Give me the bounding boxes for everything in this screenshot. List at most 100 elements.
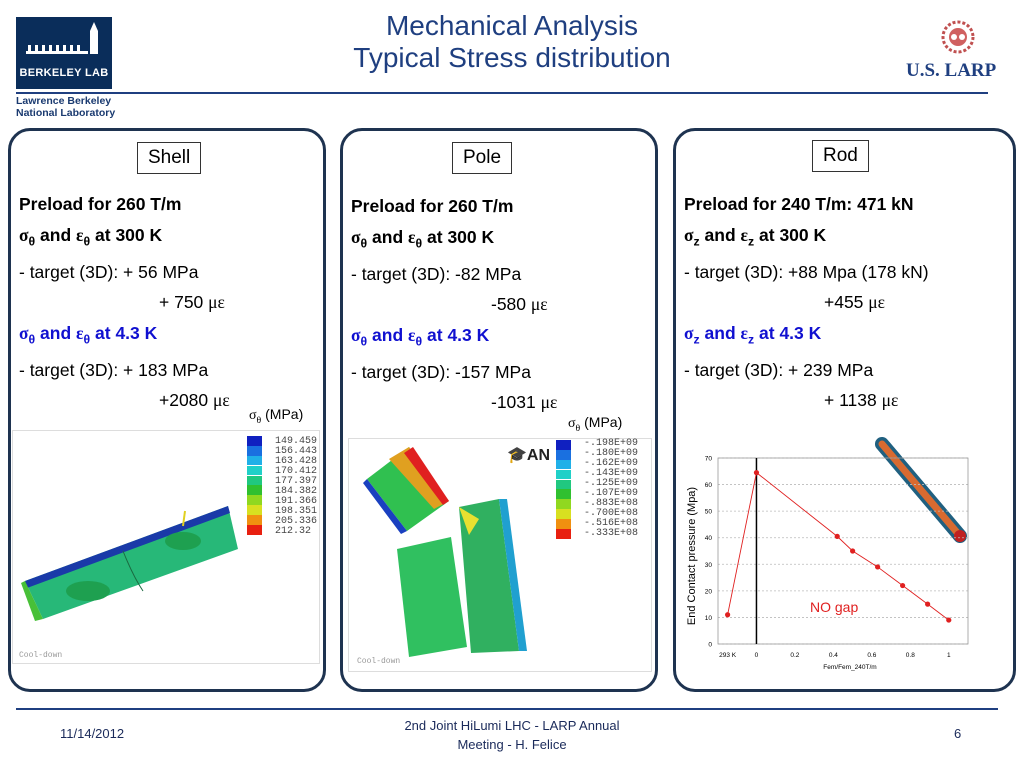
legend-value: 170.412 xyxy=(275,466,318,477)
berkeley-building-icon xyxy=(26,22,98,54)
rod-target-4k: - target (3D): + 239 MPa xyxy=(684,359,874,380)
legend-swatch xyxy=(247,515,262,525)
legend-value: -.162E+09 xyxy=(584,458,639,469)
pole-target-4k: - target (3D): -157 MPa xyxy=(351,361,531,382)
pole-strain-300: -580 με xyxy=(491,294,548,314)
shell-text: Preload for 260 T/m σθ and εθ at 300 K -… xyxy=(19,189,230,416)
chart-point xyxy=(725,612,731,618)
title-line2: Typical Stress distribution xyxy=(353,42,671,73)
rod-preload: Preload for 240 T/m: 471 kN xyxy=(684,194,914,214)
legend-swatch xyxy=(247,524,262,535)
shell-fem-label: Cool-down xyxy=(19,651,63,660)
header-rule xyxy=(16,92,988,94)
legend-value: 177.397 xyxy=(275,476,318,487)
shell-strain-4k: +2080 με xyxy=(159,390,230,410)
chart-point xyxy=(925,601,931,607)
legend-value: 163.428 xyxy=(275,456,318,467)
pole-legend xyxy=(556,440,571,539)
rod-fem-image xyxy=(875,437,967,543)
legend-value: 191.366 xyxy=(275,496,318,507)
rod-strain-4k: + 1138 με xyxy=(824,390,899,410)
pole-legend-title: σθ (MPa) xyxy=(568,414,623,434)
legend-swatch xyxy=(556,449,571,460)
chart-ytick-label: 50 xyxy=(705,509,713,516)
footer-meeting: 2nd Joint HiLumi LHC - LARP Annual Meeti… xyxy=(380,716,644,754)
footer-meeting-line2: Meeting - H. Felice xyxy=(457,737,567,752)
chart-point xyxy=(900,582,906,589)
legend-value: -.516E+08 xyxy=(584,518,639,529)
chart-series-line xyxy=(727,471,950,621)
legend-swatch xyxy=(556,469,571,480)
chart-point xyxy=(834,533,840,539)
footer-rule xyxy=(16,708,998,710)
chart-annotation: NO gap xyxy=(810,599,858,615)
shell-300k-heading: σθ and εθ at 300 K xyxy=(19,224,163,249)
ansys-logo-text: AN xyxy=(526,447,551,464)
chart-ylabel: End Contact pressure (Mpa) xyxy=(686,487,698,625)
chart-axes: 0 10 20 30 40 50 60 70 293 K 0 0.2 0.4 0.6 0.8 1 xyxy=(705,456,969,659)
chart-point xyxy=(850,548,856,554)
lab-name: Lawrence Berkeley National Laboratory xyxy=(16,95,156,119)
chart-xtick-label: 1 xyxy=(947,652,951,659)
rod-tag: Rod xyxy=(812,140,869,172)
shell-target-4k: - target (3D): + 183 MPa xyxy=(19,359,209,380)
legend-swatch xyxy=(556,479,571,490)
legend-value: -.333E+08 xyxy=(584,528,639,539)
chart-grid xyxy=(718,457,968,645)
rod-contact-pressure-chart: 0 10 20 30 40 50 60 70 293 K 0 0.2 0.4 0.6 0.8 1 End C… xyxy=(686,456,969,671)
shell-4k-heading: σθ and εθ at 4.3 K xyxy=(19,322,158,347)
shell-legend-swatches xyxy=(247,436,262,535)
legend-swatch xyxy=(556,519,571,529)
berkeley-lab-logo: BERKELEY LAB xyxy=(16,17,112,89)
chart-xtick-label: 0.4 xyxy=(829,652,838,659)
chart-ytick-label: 60 xyxy=(705,482,713,489)
rod-panel xyxy=(673,128,1016,692)
shell-fem-plot xyxy=(21,506,238,621)
chart-point xyxy=(946,617,952,623)
legend-swatch xyxy=(247,445,262,456)
legend-swatch xyxy=(556,440,571,450)
legend-swatch xyxy=(247,465,262,476)
chart-xtick-label: 0.8 xyxy=(906,652,915,659)
pole-legend-values: -.198E+09 -.180E+09 -.162E+09 -.143E+09 -.12… xyxy=(584,439,638,539)
legend-value: 156.443 xyxy=(275,446,318,457)
legend-value: 212.32 xyxy=(275,526,312,537)
pole-legend-swatches xyxy=(556,440,571,539)
chart-point xyxy=(875,564,881,570)
graduation-cap-icon: 🎓 xyxy=(507,447,527,464)
shell-target-300: - target (3D): + 56 MPa xyxy=(19,261,199,282)
chart-point xyxy=(753,470,760,476)
rod-300k-heading: σz and εz at 300 K xyxy=(684,224,827,249)
shell-legend xyxy=(247,436,262,535)
chart-ytick-label: 40 xyxy=(705,535,713,542)
rod-target-300: - target (3D): +88 Mpa (178 kN) xyxy=(684,261,929,282)
legend-value: -.107E+09 xyxy=(584,488,639,499)
rod-text: Preload for 240 T/m: 471 kN σz and εz at… xyxy=(684,189,929,416)
chart-ytick-label: 0 xyxy=(708,642,712,649)
legend-value: -.700E+08 xyxy=(584,508,639,519)
shell-fem-image: Cool-down xyxy=(12,430,320,664)
pole-text: Preload for 260 T/m σθ and εθ at 300 K -… xyxy=(351,191,557,418)
pole-fem-plot xyxy=(363,447,527,657)
legend-swatch xyxy=(556,489,571,500)
pole-300k-heading: σθ and εθ at 300 K xyxy=(351,226,495,251)
chart-series xyxy=(725,470,952,623)
lab-name-line1: Lawrence Berkeley xyxy=(16,95,112,107)
legend-swatch xyxy=(247,485,262,496)
legend-value: 205.336 xyxy=(275,516,318,527)
legend-swatch xyxy=(247,495,262,505)
pole-fem-label: Cool-down xyxy=(357,657,401,666)
pole-4k-heading: σθ and εθ at 4.3 K xyxy=(351,324,490,349)
shell-strain-300: + 750 με xyxy=(159,292,225,312)
pole-strain-4k: -1031 με xyxy=(491,392,558,412)
legend-swatch xyxy=(556,528,571,539)
chart-ytick-label: 20 xyxy=(705,588,713,595)
shell-tag: Shell xyxy=(137,142,202,174)
shell-legend-values: 149.459 156.443 163.428 170.412 177.397 184.3… xyxy=(275,437,317,537)
chart-frame xyxy=(717,457,969,645)
pole-target-300: - target (3D): -82 MPa xyxy=(351,263,522,284)
legend-value: -.180E+09 xyxy=(584,448,639,459)
chart-xtick-label: 0.2 xyxy=(790,652,799,659)
ansys-logo: 🎓AN xyxy=(507,445,550,465)
legend-value: 184.382 xyxy=(275,486,318,497)
